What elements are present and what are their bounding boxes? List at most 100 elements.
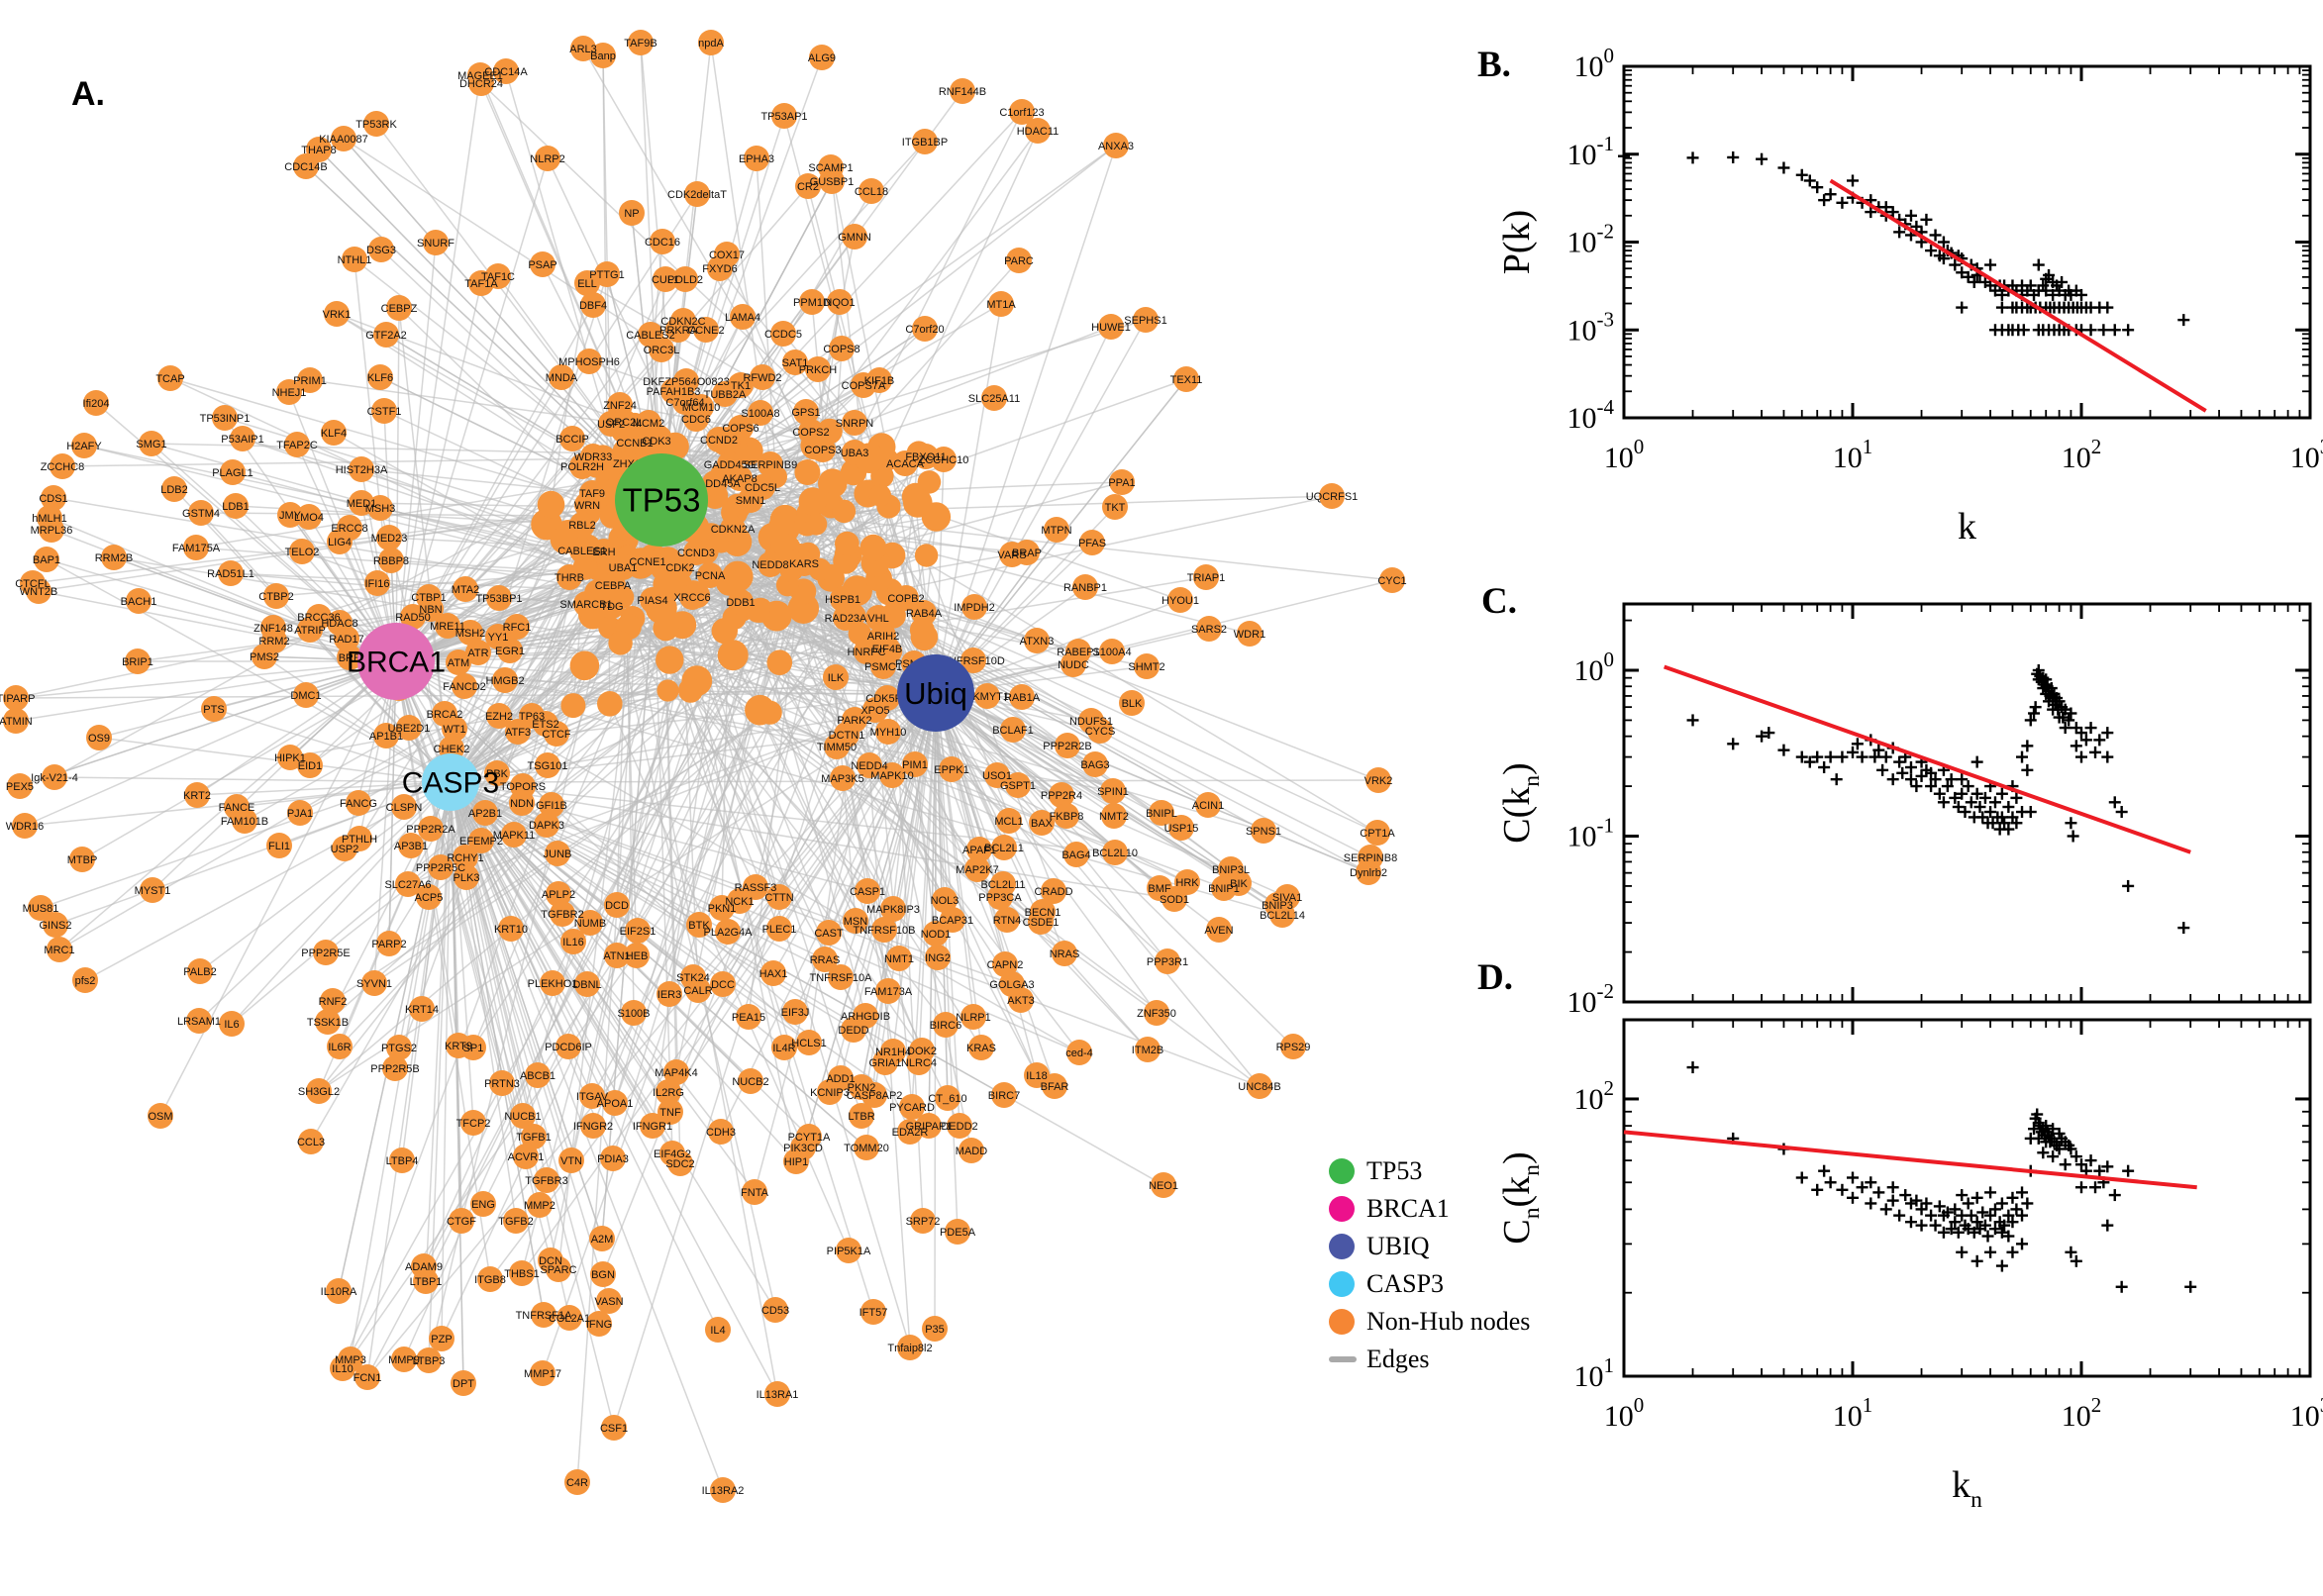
network-edge [53, 776, 452, 783]
node-label: LDB1 [222, 501, 250, 513]
node-label: ACIN1 [1192, 800, 1224, 812]
node-label: ITM2B [1132, 1045, 1163, 1056]
node-label: IL2RG [653, 1087, 684, 1099]
network-node [715, 919, 741, 945]
network-node [416, 1347, 442, 1373]
network-node [560, 929, 586, 954]
node-label: NHEJ1 [272, 387, 307, 399]
axis-tick-label: 100 [1604, 435, 1645, 474]
network-node [327, 529, 353, 554]
network-node [1060, 651, 1086, 677]
network-node [477, 1266, 503, 1292]
node-label: FNTA [741, 1187, 769, 1199]
node-label: WRN [574, 500, 600, 512]
network-node [183, 535, 209, 560]
node-label: EFEMP2 [459, 836, 503, 848]
node-label: BCAP31 [932, 915, 973, 927]
network-node [201, 696, 227, 722]
node-label: TK1 [731, 380, 751, 392]
network-node [744, 146, 769, 171]
node-label: GOLGA3 [989, 979, 1034, 991]
network-node [809, 45, 835, 70]
network-node [835, 531, 859, 556]
network-node [139, 431, 164, 456]
node-label: RANBP1 [1063, 582, 1107, 594]
node-label: RAB4A [906, 608, 943, 620]
node-label: CLSPN [386, 802, 423, 814]
network-node [1054, 803, 1079, 829]
edges-layer [15, 42, 1393, 1491]
network-node [902, 751, 928, 777]
hub-node-casp3 [422, 753, 479, 811]
network-node [574, 492, 600, 518]
network-node [546, 1256, 571, 1282]
network-edge [401, 781, 452, 1161]
node-label: IFI16 [364, 578, 389, 590]
network-node [1251, 818, 1276, 844]
node-label: PKN1 [708, 903, 737, 915]
network-node [836, 1238, 861, 1263]
node-label: EIF2S1 [620, 926, 656, 938]
node-label: THBS1 [504, 1268, 539, 1280]
node-label: KRAS [966, 1043, 996, 1054]
network-node [854, 639, 879, 664]
node-label: MAGEE1 [457, 70, 503, 82]
scatter-points [1618, 150, 2190, 337]
network-edge [395, 278, 686, 662]
node-label: NBN [419, 604, 442, 616]
node-label: CDC14A [484, 66, 528, 78]
network-node [799, 289, 825, 315]
node-label: RPS29 [1276, 1042, 1311, 1053]
axis-tick-label: 103 [2290, 435, 2323, 474]
node-label: COPS8 [823, 344, 859, 355]
node-label: PPP2R5B [370, 1063, 420, 1075]
node-label: NCK1 [725, 896, 754, 908]
network-node [602, 1090, 628, 1116]
node-label: TKT [1105, 502, 1126, 514]
node-label: Igk-V21-4 [31, 772, 78, 784]
axis-tick-label: 102 [1574, 1076, 1615, 1116]
node-label: MMP9 [388, 1354, 420, 1366]
network-node [743, 874, 768, 900]
node-label: AP2B1 [468, 808, 502, 820]
network-node [712, 381, 738, 407]
node-label: SCAMP1 [808, 162, 853, 174]
network-node [832, 499, 857, 524]
node-label: IL4 [710, 1325, 725, 1337]
node-label: CSTF1 [367, 406, 402, 418]
network-node [991, 835, 1017, 860]
network-node [313, 940, 339, 965]
network-node [293, 153, 319, 179]
network-node [1167, 587, 1193, 613]
node-label: SP1 [463, 1043, 484, 1054]
node-label: MAPK8IP3 [866, 904, 920, 916]
node-label: TELO2 [285, 547, 320, 558]
network-node [859, 534, 887, 561]
network-node [705, 1317, 731, 1343]
network-node [708, 1119, 734, 1145]
node-label: HUWE1 [1091, 322, 1131, 334]
network-node [1100, 778, 1126, 804]
node-label: GMNN [838, 232, 871, 244]
node-label: RNF144B [939, 86, 986, 98]
node-label: PARK2 [837, 715, 871, 727]
node-label: EIF3J [781, 1007, 810, 1019]
network-node [1149, 800, 1174, 826]
node-label: FBXO11 [905, 451, 946, 463]
node-label: DCTN1 [829, 730, 865, 742]
network-node [1196, 616, 1222, 642]
node-label: BIRC6 [930, 1020, 961, 1032]
network-node [232, 808, 257, 834]
network-node [297, 752, 323, 778]
node-label: TGFB2 [498, 1216, 533, 1228]
node-label: BNIP3L [1212, 864, 1250, 876]
network-node [590, 43, 616, 68]
hub-nodes-layer: TP53 BRCA1 Ubiq CASP3 [347, 453, 974, 811]
node-label: HMGB2 [485, 675, 524, 687]
network-node [409, 996, 435, 1022]
node-label: ATF3 [505, 727, 531, 739]
network-node [860, 1299, 886, 1325]
network-node [992, 951, 1018, 977]
node-label: TNFRSF1A [516, 1310, 573, 1322]
node-label: IFNGR2 [573, 1121, 613, 1133]
